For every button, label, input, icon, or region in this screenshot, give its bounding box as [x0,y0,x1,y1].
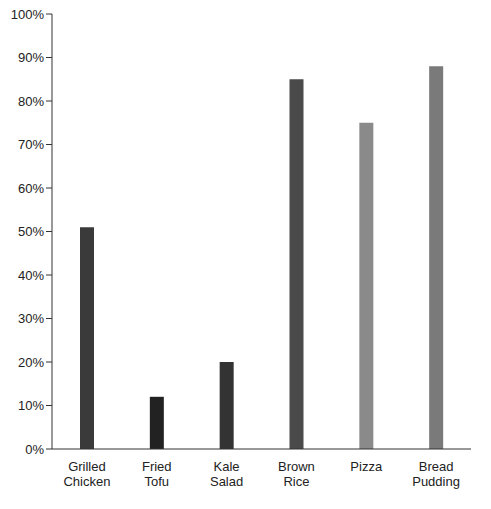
svg-text:BrownRice: BrownRice [278,459,315,489]
svg-text:40%: 40% [18,268,44,283]
svg-text:30%: 30% [18,311,44,326]
svg-text:80%: 80% [18,94,44,109]
svg-text:10%: 10% [18,398,44,413]
svg-text:20%: 20% [18,355,44,370]
svg-text:60%: 60% [18,181,44,196]
svg-text:90%: 90% [18,50,44,65]
svg-text:0%: 0% [25,442,44,457]
svg-text:KaleSalad: KaleSalad [210,459,243,489]
svg-text:BreadPudding: BreadPudding [412,459,460,489]
svg-text:70%: 70% [18,137,44,152]
svg-text:50%: 50% [18,224,44,239]
svg-text:FriedTofu: FriedTofu [142,459,172,489]
svg-text:GrilledChicken: GrilledChicken [63,459,110,489]
svg-text:Pizza: Pizza [350,459,383,474]
svg-text:100%: 100% [11,7,45,22]
